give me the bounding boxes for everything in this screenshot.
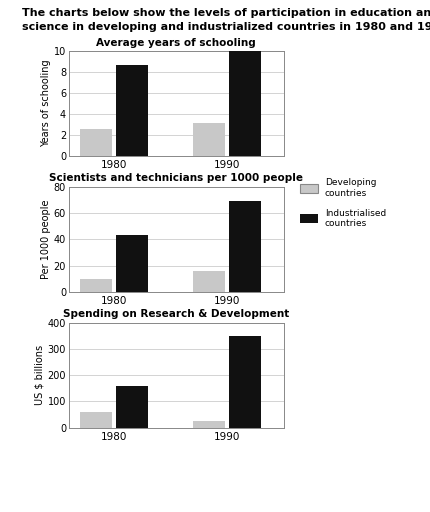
Title: Spending on Research & Development: Spending on Research & Development	[63, 309, 289, 319]
Title: Average years of schooling: Average years of schooling	[96, 38, 256, 48]
Bar	[193, 271, 225, 292]
Bar	[80, 412, 112, 428]
Bar	[80, 279, 112, 292]
Bar	[117, 236, 148, 292]
Bar	[230, 46, 261, 156]
Bar	[193, 421, 225, 428]
Bar	[230, 336, 261, 428]
Bar	[117, 386, 148, 428]
Text: The charts below show the levels of participation in education and: The charts below show the levels of part…	[22, 8, 430, 18]
Bar	[117, 65, 148, 156]
Bar	[230, 201, 261, 292]
Legend: Developing
countries, Industrialised
countries: Developing countries, Industrialised cou…	[297, 176, 389, 231]
Y-axis label: Years of schooling: Years of schooling	[41, 60, 51, 147]
Title: Scientists and technicians per 1000 people: Scientists and technicians per 1000 peop…	[49, 174, 303, 183]
Bar	[80, 129, 112, 156]
Bar	[193, 122, 225, 156]
Y-axis label: US $ billions: US $ billions	[35, 345, 45, 405]
Y-axis label: Per 1000 people: Per 1000 people	[41, 200, 51, 279]
Text: science in developing and industrialized countries in 1980 and 1990.: science in developing and industrialized…	[22, 22, 430, 32]
